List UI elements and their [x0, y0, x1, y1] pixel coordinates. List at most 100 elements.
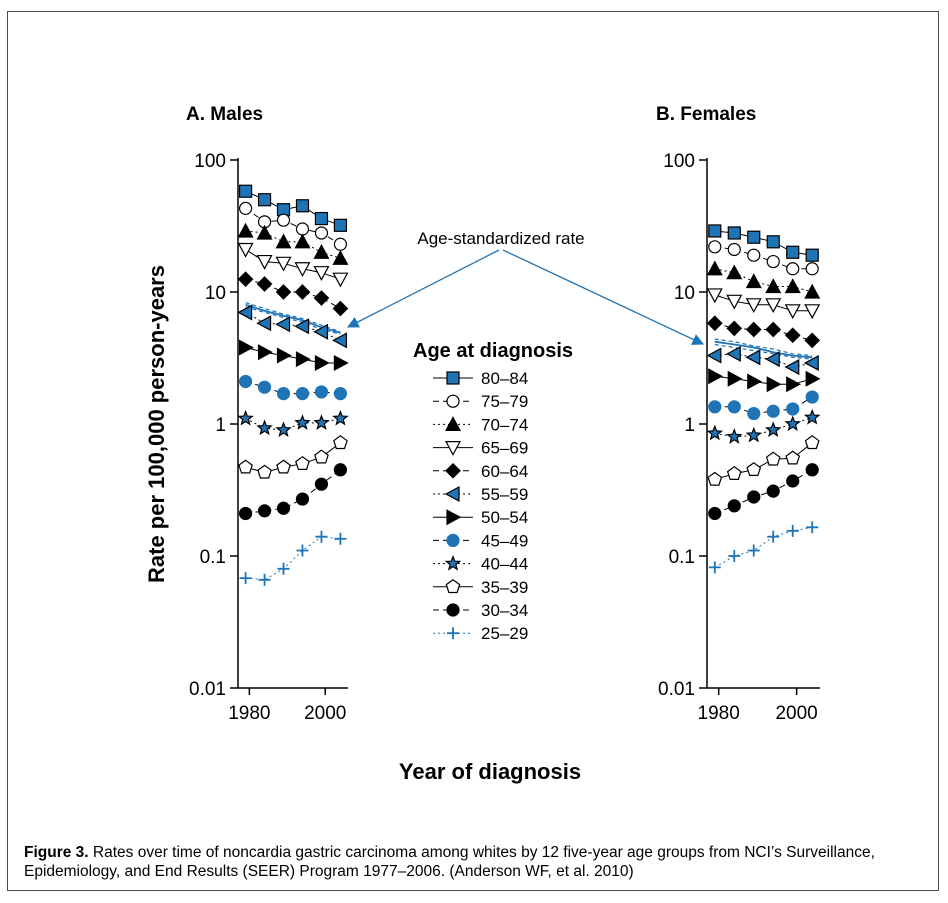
data-point — [727, 499, 741, 513]
legend-marker — [446, 394, 460, 408]
legend-marker — [444, 485, 460, 503]
data-point — [257, 380, 272, 394]
series-80–84 — [238, 184, 348, 232]
data-point — [707, 471, 723, 486]
series-65–69 — [706, 288, 821, 320]
series-line — [714, 417, 813, 438]
age-standardized-line — [714, 343, 813, 360]
data-point — [803, 354, 819, 371]
data-point — [766, 376, 782, 393]
data-point — [727, 242, 741, 257]
data-point — [257, 504, 272, 518]
series-60–64 — [706, 315, 821, 349]
data-point — [332, 409, 349, 426]
y-tick-label: 1 — [684, 415, 695, 436]
data-point — [767, 530, 780, 543]
y-tick-label: 100 — [194, 151, 226, 172]
legend-label: 80–84 — [481, 369, 528, 388]
data-point — [276, 501, 291, 515]
data-point — [333, 463, 348, 477]
data-point — [765, 298, 782, 314]
data-point — [294, 262, 311, 278]
data-point — [275, 256, 292, 272]
data-point — [706, 315, 723, 332]
data-point — [294, 233, 311, 249]
legend-marker — [445, 462, 461, 479]
data-point — [766, 404, 780, 418]
legend-item: 45–49 — [433, 531, 528, 550]
series-30–34 — [238, 463, 348, 521]
data-point — [766, 484, 780, 498]
data-point — [332, 332, 348, 349]
legend: Age at diagnosis 80–84 75–79 70–74 65–69 60–6… — [413, 340, 573, 643]
data-point — [332, 300, 349, 317]
data-point — [313, 243, 330, 259]
data-point — [275, 284, 292, 300]
series-45–49 — [238, 374, 348, 401]
data-point — [314, 226, 329, 240]
data-point — [256, 254, 273, 270]
data-point — [726, 264, 743, 280]
data-point — [314, 385, 329, 399]
x-axis-title: Year of diagnosis — [399, 759, 581, 784]
data-point — [332, 272, 349, 288]
y-axis-title: Rate per 100,000 person-years — [144, 265, 169, 583]
data-point — [239, 572, 252, 585]
data-point — [294, 284, 311, 300]
series-25–29 — [708, 521, 819, 574]
data-point — [237, 304, 253, 321]
series-65–69 — [237, 242, 349, 288]
legend-marker — [447, 627, 459, 640]
data-point — [726, 320, 743, 337]
series-line — [245, 536, 341, 581]
data-point — [745, 321, 762, 338]
data-point — [765, 321, 782, 338]
data-point — [295, 386, 310, 401]
data-point — [747, 544, 760, 557]
series-45–49 — [708, 390, 819, 421]
data-point — [275, 421, 292, 438]
series-75–79 — [238, 201, 348, 251]
data-point — [765, 451, 781, 466]
data-point — [238, 201, 253, 215]
data-point — [784, 278, 801, 294]
data-point — [296, 544, 309, 557]
data-point — [706, 424, 724, 441]
data-point — [708, 368, 724, 385]
data-point — [784, 359, 800, 376]
legend-item: 50–54 — [433, 508, 528, 527]
series-75–79 — [708, 240, 819, 276]
y-tick-label: 0.1 — [669, 547, 695, 568]
data-point — [277, 562, 290, 575]
data-point — [294, 318, 310, 335]
data-point — [747, 230, 761, 244]
legend-label: 25–29 — [481, 624, 528, 643]
legend-item: 70–74 — [433, 415, 528, 434]
data-point — [765, 421, 782, 438]
legend-label: 50–54 — [481, 508, 528, 527]
data-point — [805, 463, 819, 477]
legend-item: 40–44 — [433, 555, 528, 574]
legend-marker — [445, 579, 461, 594]
y-tick-label: 0.1 — [200, 547, 226, 568]
data-point — [256, 224, 273, 240]
series-70–74 — [706, 260, 821, 299]
data-point — [726, 465, 742, 480]
series-line — [245, 207, 341, 245]
data-point — [276, 213, 291, 227]
data-point — [256, 419, 273, 436]
data-point — [786, 376, 801, 393]
data-point — [804, 435, 820, 450]
legend-label: 40–44 — [481, 555, 528, 574]
data-point — [275, 316, 291, 333]
y-tick-label: 10 — [674, 283, 695, 304]
data-point — [708, 224, 722, 238]
data-point — [747, 490, 761, 504]
data-point — [766, 235, 780, 249]
data-point — [708, 561, 721, 574]
data-point — [257, 193, 272, 207]
series-55–59 — [706, 345, 819, 376]
data-point — [333, 218, 348, 232]
data-point — [237, 222, 254, 238]
legend-item: 80–84 — [433, 369, 528, 388]
